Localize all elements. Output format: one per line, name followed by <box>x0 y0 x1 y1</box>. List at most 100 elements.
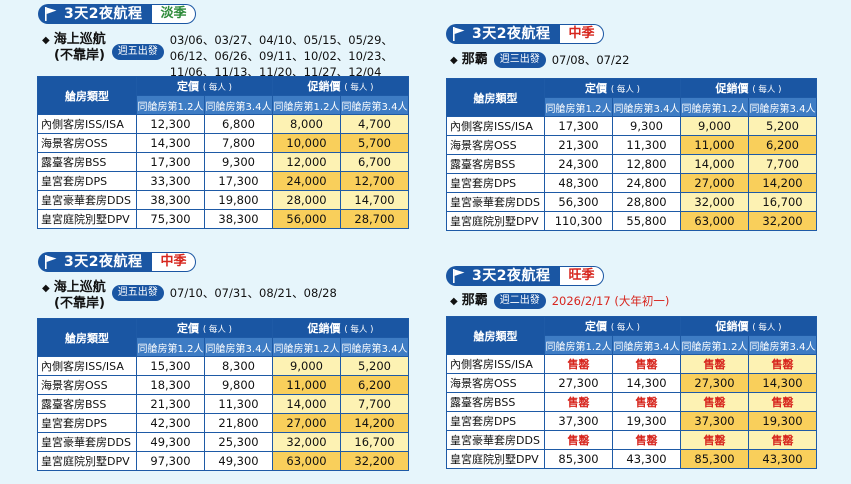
cabin-name: 海景客房OSS <box>446 373 545 393</box>
cabin-name: 皇宮庭院別墅DPV <box>446 449 545 469</box>
title-text: 3天2夜航程 <box>472 26 551 42</box>
header-occ-34: 同艙房第3.4人 <box>748 97 817 117</box>
header-occ-34: 同艙房第3.4人 <box>340 337 409 357</box>
sold-out-cell: 售罄 <box>680 354 749 374</box>
header-occ-12: 同艙房第1.2人 <box>544 97 613 117</box>
price-cell: 7,800 <box>204 133 273 153</box>
price-cell: 24,800 <box>612 173 681 193</box>
flag-icon <box>453 27 465 41</box>
cabin-name: 露臺客房BSS <box>37 394 137 414</box>
promo-cell: 10,000 <box>272 133 341 153</box>
price-cell: 49,300 <box>204 451 273 471</box>
table-row: 皇宮套房DPS 42,300 21,800 27,000 14,200 <box>37 413 409 433</box>
promo-cell: 16,700 <box>340 432 409 452</box>
price-cell: 24,300 <box>544 154 613 174</box>
promo-cell: 12,700 <box>340 171 409 191</box>
table-row: 皇宮豪華套房DDS 56,300 28,800 32,000 16,700 <box>446 192 817 212</box>
promo-cell: 28,000 <box>272 190 341 210</box>
header-cabin-type: 艙房類型 <box>446 316 545 355</box>
route-name: ◆ 那霸 <box>450 293 488 308</box>
diamond-icon: ◆ <box>450 296 458 307</box>
departure-day-badge: 週三出發 <box>493 52 546 68</box>
promo-cell: 14,200 <box>340 413 409 433</box>
promo-cell: 14,000 <box>680 154 749 174</box>
table-row: 皇宮豪華套房DDS 售罄 售罄 售罄 售罄 <box>446 430 817 450</box>
header-occ-12: 同艙房第1.2人 <box>272 95 341 115</box>
promo-cell: 63,000 <box>272 451 341 471</box>
cabin-name: 內側客房ISS/ISA <box>37 356 137 376</box>
table-row: 皇宮庭院別墅DPV 110,300 55,800 63,000 32,200 <box>446 211 817 231</box>
header-occ-12: 同艙房第1.2人 <box>136 337 205 357</box>
route-name: ◆ 海上巡航 (不靠岸) <box>42 280 106 311</box>
section-title: 3天2夜航程 中季 <box>446 24 604 44</box>
price-cell: 6,800 <box>204 114 273 134</box>
title-text: 3天2夜航程 <box>472 268 551 284</box>
cabin-name: 內側客房ISS/ISA <box>37 114 137 134</box>
cabin-name: 露臺客房BSS <box>446 154 545 174</box>
promo-cell: 7,700 <box>340 394 409 414</box>
promo-cell: 85,300 <box>680 449 749 469</box>
cabin-name: 皇宮套房DPS <box>446 411 545 431</box>
promo-cell: 14,200 <box>748 173 817 193</box>
price-cell: 42,300 <box>136 413 205 433</box>
header-occ-34: 同艙房第3.4人 <box>612 335 681 355</box>
promo-cell: 43,300 <box>748 449 817 469</box>
cabin-name: 海景客房OSS <box>37 375 137 395</box>
price-cell: 14,300 <box>136 133 205 153</box>
price-cell: 55,800 <box>612 211 681 231</box>
promo-cell: 16,700 <box>748 192 817 212</box>
price-cell: 28,800 <box>612 192 681 212</box>
panel-peak-season-naha: 3天2夜航程 旺季 ◆ 那霸 週二出發 2026/2/17 (大年初一) 艙房類型… <box>440 262 851 484</box>
promo-cell: 6,200 <box>340 375 409 395</box>
header-occ-34: 同艙房第3.4人 <box>204 337 273 357</box>
season-badge: 中季 <box>560 24 604 44</box>
header-occ-12: 同艙房第1.2人 <box>136 95 205 115</box>
table-row: 內側客房ISS/ISA 售罄 售罄 售罄 售罄 <box>446 354 817 374</box>
promo-cell: 9,000 <box>680 116 749 136</box>
price-cell: 38,300 <box>204 209 273 229</box>
table-row: 海景客房OSS 21,300 11,300 11,000 6,200 <box>446 135 817 155</box>
promo-cell: 24,000 <box>272 171 341 191</box>
table-row: 露臺客房BSS 24,300 12,800 14,000 7,700 <box>446 154 817 174</box>
sold-out-cell: 售罄 <box>612 430 681 450</box>
price-cell: 110,300 <box>544 211 613 231</box>
price-cell: 11,300 <box>204 394 273 414</box>
price-cell: 9,300 <box>204 152 273 172</box>
sold-out-cell: 售罄 <box>748 354 817 374</box>
cabin-name: 露臺客房BSS <box>446 392 545 412</box>
cabin-name: 內側客房ISS/ISA <box>446 354 545 374</box>
table-row: 內側客房ISS/ISA 12,300 6,800 8,000 4,700 <box>37 114 409 134</box>
price-cell: 33,300 <box>136 171 205 191</box>
header-occ-34: 同艙房第3.4人 <box>748 335 817 355</box>
promo-cell: 11,000 <box>272 375 341 395</box>
table-row: 皇宮豪華套房DDS 49,300 25,300 32,000 16,700 <box>37 432 409 452</box>
promo-cell: 63,000 <box>680 211 749 231</box>
price-cell: 17,300 <box>136 152 205 172</box>
price-cell: 48,300 <box>544 173 613 193</box>
price-table: 艙房類型 定價 ( 每人 ) 促銷價 ( 每人 ) 同艙房第1.2人 同艙房第3… <box>37 76 409 229</box>
promo-cell: 5,200 <box>340 356 409 376</box>
departure-day-badge: 週五出發 <box>111 285 164 301</box>
section-title: 3天2夜航程 中季 <box>38 252 196 272</box>
departure-dates: 07/10、07/31、08/21、08/28 <box>169 286 337 300</box>
header-cabin-type: 艙房類型 <box>37 76 137 115</box>
table-row: 露臺客房BSS 售罄 售罄 售罄 售罄 <box>446 392 817 412</box>
promo-cell: 5,200 <box>748 116 817 136</box>
price-table: 艙房類型 定價 ( 每人 ) 促銷價 ( 每人 ) 同艙房第1.2人 同艙房第3… <box>37 318 409 471</box>
departure-day-badge: 週五出發 <box>111 44 164 60</box>
price-cell: 56,300 <box>544 192 613 212</box>
sold-out-cell: 售罄 <box>612 354 681 374</box>
route-info: ◆ 那霸 週二出發 2026/2/17 (大年初一) <box>450 293 669 309</box>
promo-cell: 19,300 <box>748 411 817 431</box>
season-badge: 旺季 <box>560 266 604 286</box>
header-occ-34: 同艙房第3.4人 <box>612 97 681 117</box>
header-fixed-price: 定價 ( 每人 ) <box>136 318 273 338</box>
route-info: ◆ 海上巡航 (不靠岸) 週五出發 03/06、03/27、04/10、05/15… <box>42 32 393 80</box>
cabin-name: 皇宮豪華套房DDS <box>37 190 137 210</box>
diamond-icon: ◆ <box>42 35 50 46</box>
table-row: 內側客房ISS/ISA 15,300 8,300 9,000 5,200 <box>37 356 409 376</box>
table-row: 海景客房OSS 14,300 7,800 10,000 5,700 <box>37 133 409 153</box>
header-cabin-type: 艙房類型 <box>446 78 545 117</box>
promo-cell: 27,000 <box>680 173 749 193</box>
panel-mid-season-naha: 3天2夜航程 中季 ◆ 那霸 週三出發 07/08、07/22 艙房類型 定價 (… <box>440 0 851 245</box>
